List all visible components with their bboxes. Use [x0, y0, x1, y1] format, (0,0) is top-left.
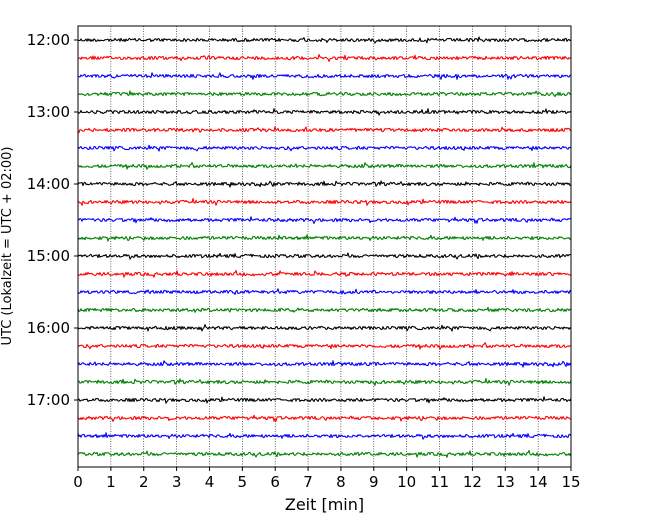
trace-1745: [77, 449, 572, 458]
plot-frame: [77, 25, 572, 468]
trace-1615: [77, 342, 572, 350]
x-tick-label: 1: [106, 473, 116, 491]
trace-group: [77, 36, 572, 458]
trace-1600: [77, 324, 572, 332]
trace-1300: [77, 108, 572, 116]
trace-1715: [77, 414, 572, 423]
trace-1645: [77, 377, 572, 386]
x-tick-label: 4: [205, 473, 215, 491]
x-tick-label: 13: [496, 473, 515, 491]
x-tick-label: 8: [336, 473, 346, 491]
trace-1345: [77, 162, 572, 170]
trace-1700: [77, 396, 572, 404]
trace-1445: [77, 234, 572, 242]
x-axis-label: Zeit [min]: [285, 495, 364, 514]
trace-1230: [77, 72, 572, 80]
trace-1430: [77, 216, 571, 225]
trace-1400: [77, 180, 572, 188]
trace-1500: [77, 252, 572, 260]
trace-1330: [77, 144, 572, 152]
x-tick-label: 9: [369, 473, 379, 491]
x-tick-label: 14: [529, 473, 548, 491]
trace-1630: [77, 360, 572, 368]
y-axis-label: UTC (Lokalzeit = UTC + 02:00): [0, 147, 15, 346]
y-tick-label: 16:00: [27, 319, 70, 337]
x-tick-label: 0: [73, 473, 83, 491]
trace-1545: [77, 306, 572, 313]
trace-1415: [77, 197, 572, 206]
x-tick-label: 7: [303, 473, 313, 491]
y-tick-label: 12:00: [27, 31, 70, 49]
x-tick-label: 6: [270, 473, 280, 491]
x-axis-ticks: 0 1 2 3 4 5 6 7 8 9 10 11 12 13 14 15: [73, 467, 581, 491]
x-tick-label: 15: [561, 473, 580, 491]
y-tick-label: 13:00: [27, 103, 70, 121]
x-tick-label: 2: [139, 473, 149, 491]
trace-1515: [77, 269, 572, 278]
trace-1315: [77, 126, 572, 134]
x-tick-label: 3: [172, 473, 182, 491]
y-tick-label: 17:00: [27, 391, 70, 409]
y-tick-label: 15:00: [27, 247, 70, 265]
trace-1215: [77, 53, 572, 62]
x-tick-label: 11: [430, 473, 449, 491]
x-tick-label: 10: [397, 473, 416, 491]
trace-1530: [77, 288, 572, 295]
trace-1200: [77, 36, 572, 44]
trace-1730: [77, 432, 572, 440]
trace-1245: [77, 90, 572, 98]
x-tick-label: 5: [238, 473, 248, 491]
x-tick-label: 12: [463, 473, 482, 491]
y-axis-ticks: 12:00 13:00 14:00 15:00 16:00 17:00: [27, 31, 78, 409]
y-tick-label: 14:00: [27, 175, 70, 193]
grid-lines: [110, 26, 539, 467]
